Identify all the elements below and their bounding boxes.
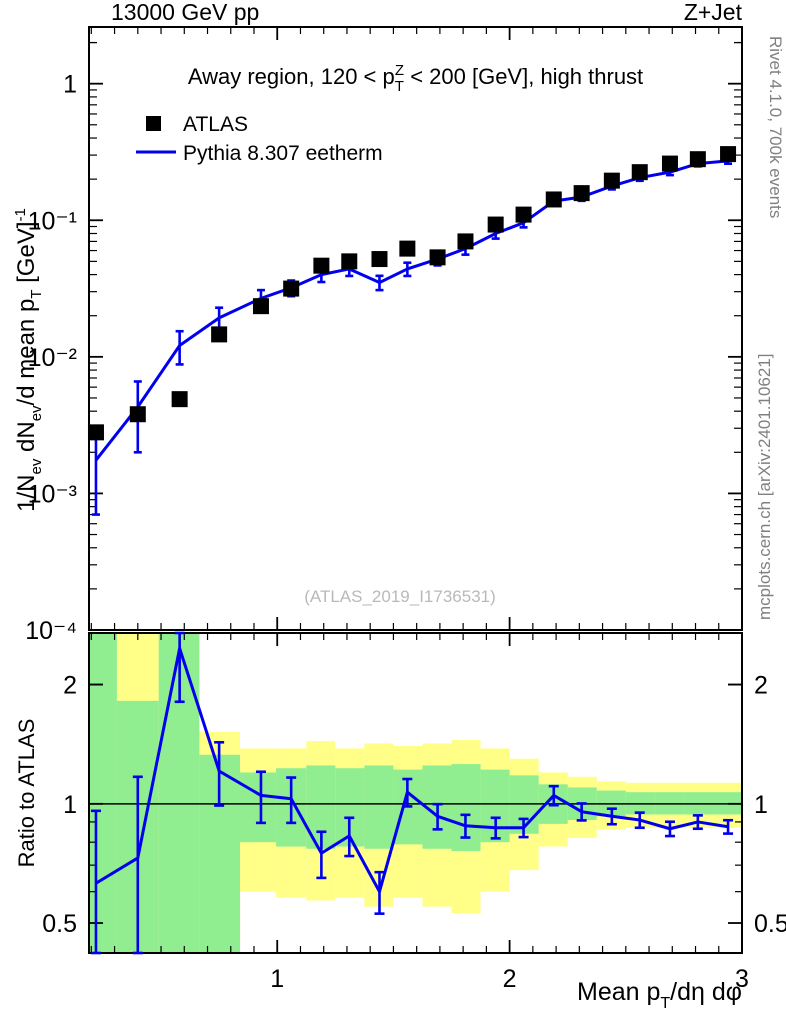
mc-curve-main [94, 159, 729, 462]
legend-marker-atlas [146, 116, 161, 131]
x-tick-label: 2 [503, 965, 517, 993]
main-panel-frame [88, 26, 743, 631]
data-marker [631, 164, 648, 181]
main-y-tick-label: 1 [63, 71, 77, 99]
ratio-y-tick-label-right: 2 [754, 672, 768, 700]
ratio-y-tick-label-right: 0.5 [754, 910, 786, 938]
data-marker [661, 155, 678, 172]
data-marker [487, 216, 504, 233]
data-marker [283, 280, 300, 297]
legend-label-atlas: ATLAS [183, 113, 248, 136]
dataset-watermark: (ATLAS_2019_I1736531) [304, 587, 496, 606]
main-y-tick-label: 10⁻² [28, 344, 77, 372]
ratio-band-inner-bin [240, 772, 277, 843]
atlas-data-points-main [87, 146, 737, 441]
data-marker [429, 249, 446, 266]
data-marker [211, 326, 228, 343]
data-marker [720, 146, 737, 163]
ratio-band-inner [89, 633, 742, 953]
data-marker [171, 391, 188, 408]
mcplots-source-label: mcplots.cern.ch [arXiv:2401.10621] [755, 354, 774, 620]
ratio-band-inner-bin [89, 633, 117, 953]
main-y-axis-label: 1/Nev dNev/d mean pT [GeV]-1 [12, 208, 45, 512]
data-marker [313, 257, 330, 274]
data-marker [252, 298, 269, 315]
ratio-y-tick-label-right: 1 [754, 791, 768, 819]
data-marker [129, 406, 146, 423]
data-marker [515, 206, 532, 223]
mc-errorbars-main [91, 156, 733, 516]
main-y-tick-label: 10⁻⁴ [25, 617, 77, 645]
main-y-ticks [89, 41, 742, 631]
ratio-band-inner-bin [364, 765, 394, 849]
mc-errorbars-ratio [90, 631, 734, 955]
data-marker [371, 251, 388, 268]
ratio-y-tick-label-left: 0.5 [42, 910, 77, 938]
data-marker [457, 233, 474, 250]
main-plot-title: Away region, 120 < pTZ < 200 [GeV], high… [188, 62, 643, 95]
data-marker [341, 253, 358, 270]
header-left-label: 13000 GeV pp [111, 0, 259, 25]
x-axis-label: Mean pT/dη dφ [577, 978, 742, 1012]
ratio-panel-frame [88, 632, 743, 954]
data-marker [603, 172, 620, 189]
ratio-y-tick-label-left: 2 [63, 672, 77, 700]
data-marker [399, 240, 416, 257]
ratio-y-tick-label-left: 1 [63, 791, 77, 819]
ratio-y-axis-label: Ratio to ATLAS [14, 719, 39, 868]
main-y-tick-label: 10⁻¹ [28, 207, 77, 235]
main-x-ticks [90, 27, 743, 630]
rivet-version-label: Rivet 4.1.0, 700k events [766, 36, 785, 218]
legend-label-pythia: Pythia 8.307 eetherm [183, 142, 383, 165]
data-marker [689, 151, 706, 168]
x-tick-label: 3 [735, 965, 749, 993]
data-marker [545, 191, 562, 208]
main-y-tick-label: 10⁻³ [28, 480, 77, 508]
data-marker [87, 424, 104, 441]
header-right-label: Z+Jet [684, 0, 743, 25]
ratio-y-axis-label-text: Ratio to ATLAS [14, 719, 39, 868]
data-marker [573, 185, 590, 202]
main-y-axis-label-text: 1/Nev dNev/d mean pT [GeV]-1 [12, 208, 45, 512]
side-text-top: Rivet 4.1.0, 700k events [766, 36, 785, 218]
side-text-bottom: mcplots.cern.ch [arXiv:2401.10621] [755, 354, 774, 620]
x-tick-label: 1 [270, 965, 284, 993]
